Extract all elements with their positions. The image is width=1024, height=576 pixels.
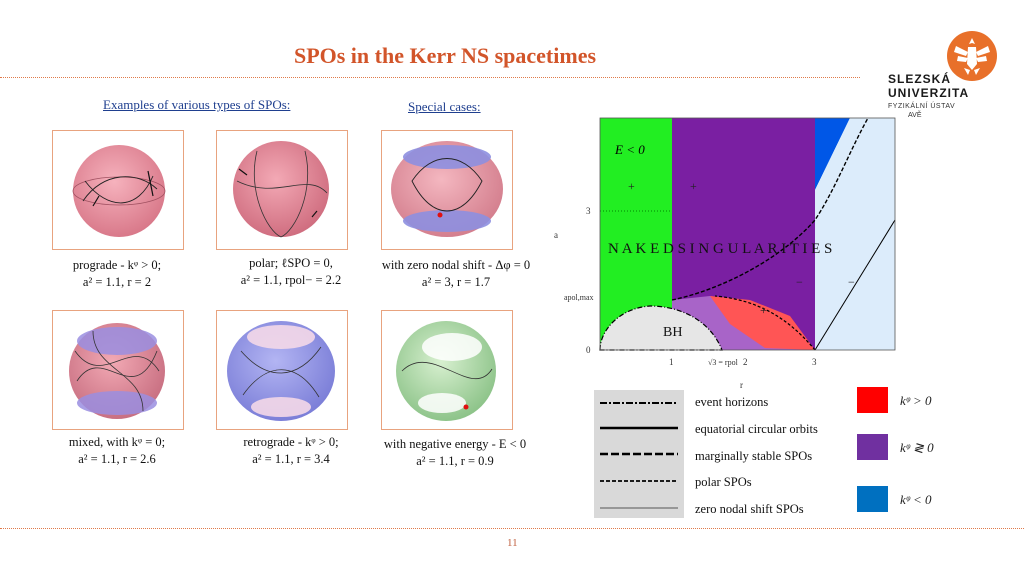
caption-mixed: mixed, with kᵠ = 0; a² = 1.1, r = 2.6 [42, 434, 192, 468]
logo-line4: AVĚ [908, 112, 922, 119]
figure-mixed [52, 310, 184, 430]
caption-polar-line1: polar; ℓSPO = 0, [249, 256, 333, 270]
e-less-zero-label: E < 0 [614, 142, 645, 157]
legend-label-polar: polar SPOs [695, 475, 752, 489]
y-tick-apol: apol,max [564, 293, 594, 302]
x-tick-1: 1 [669, 357, 674, 367]
caption-retrograde: retrograde - kᵠ > 0; a² = 1.1, r = 3.4 [206, 434, 376, 468]
phase-diagram-svg: E < 0 + + + − − N A K E D S I N G U L A … [554, 117, 896, 390]
color-legend-purple-label: kᵠ ≷ 0 [900, 440, 934, 455]
curve-red-border [714, 295, 816, 351]
legend-label-event-horizons: event horizons [695, 395, 769, 409]
line-legend-svg [600, 402, 678, 509]
bh-label: BH [663, 325, 682, 340]
sphere-orbit-prograde [72, 145, 166, 237]
caption-prograde-line2: a² = 1.1, r = 2 [82, 275, 152, 289]
legend-label-marginally-stable: marginally stable SPOs [695, 449, 813, 463]
figure-prograde [52, 130, 184, 250]
figure-polar [216, 130, 348, 250]
x-tick-2: 2 [743, 357, 748, 367]
sphere-orbit-zero-nodal [391, 141, 503, 237]
minus-mark-1: − [796, 275, 803, 289]
x-tick-sqrt3: √3 = rpol [708, 358, 739, 367]
plus-mark-2: + [690, 179, 697, 193]
sphere-orbit-negative-energy [396, 321, 496, 421]
caption-negative-energy-line1: with negative energy - E < 0 [383, 437, 527, 451]
figure-negative-energy [381, 310, 513, 430]
university-logo: SLEZSKÁ UNIVERZITA FYZIKÁLNÍ ÚSTAV AVĚ [888, 30, 1018, 120]
eagle-emblem-icon [947, 31, 997, 81]
minus-mark-2: − [848, 275, 855, 289]
region-lightblue [815, 118, 895, 350]
bh-region [599, 305, 723, 351]
slide-title: SPOs in the Kerr NS spacetimes [293, 43, 597, 68]
caption-retrograde-line1: retrograde - kᵠ > 0; [243, 435, 339, 449]
legend-label-equatorial: equatorial circular orbits [695, 422, 818, 436]
line-legend-box [594, 390, 684, 518]
special-cases-subhead: Special cases: [408, 99, 481, 114]
logo-line2: UNIVERZITA [888, 86, 970, 100]
caption-mixed-line1: mixed, with kᵠ = 0; [68, 435, 166, 449]
region-red [710, 296, 815, 350]
y-axis-label: a [554, 230, 558, 240]
title-divider [0, 77, 860, 78]
caption-polar-line2: a² = 1.1, rpol− = 2.2 [240, 273, 342, 287]
page-number: 11 [507, 537, 518, 549]
plot-frame [599, 117, 896, 351]
sphere-orbit-mixed [69, 323, 165, 419]
color-legend-blue-label: kᵠ < 0 [900, 492, 932, 507]
caption-negative-energy: with negative energy - E < 0 a² = 1.1, r… [352, 436, 558, 470]
caption-mixed-line2: a² = 1.1, r = 2.6 [78, 452, 156, 466]
x-tick-3: 3 [812, 357, 817, 367]
swatch-red [857, 387, 888, 413]
caption-zero-nodal: with zero nodal shift - Δφ = 0 a² = 3, r… [361, 257, 551, 291]
caption-zero-nodal-line1: with zero nodal shift - Δφ = 0 [381, 258, 531, 272]
caption-prograde-line1: prograde - kᵠ > 0; [72, 258, 162, 272]
x-axis-label: r [740, 380, 743, 390]
swatch-blue [857, 486, 888, 512]
naked-singularities-label: N A K E D S I N G U L A R I T I E S [608, 241, 832, 257]
caption-prograde: prograde - kᵠ > 0; a² = 1.1, r = 2 [42, 257, 192, 291]
legend-label-zero-nodal: zero nodal shift SPOs [695, 502, 804, 516]
curve-marginally-stable [671, 117, 869, 301]
figure-zero-nodal-shift [381, 130, 513, 250]
footer-divider [0, 528, 1024, 529]
caption-polar: polar; ℓSPO = 0, a² = 1.1, rpol− = 2.2 [206, 255, 376, 289]
sphere-orbit-retrograde [227, 321, 335, 421]
caption-zero-nodal-line2: a² = 3, r = 1.7 [421, 275, 491, 289]
plus-mark-1: + [628, 179, 635, 193]
color-legend-red-label: kᵠ > 0 [900, 393, 932, 408]
examples-subhead: Examples of various types of SPOs: [103, 97, 291, 112]
y-tick-3: 3 [586, 206, 591, 216]
figure-retrograde [216, 310, 348, 430]
logo-line1: SLEZSKÁ [888, 72, 952, 86]
sphere-orbit-polar [233, 141, 329, 238]
phase-diagram: E < 0 + + + − − N A K E D S I N G U L A … [550, 110, 900, 390]
caption-negative-energy-line2: a² = 1.1, r = 0.9 [416, 454, 494, 468]
swatch-purple [857, 434, 888, 460]
logo-line3: FYZIKÁLNÍ ÚSTAV [888, 103, 956, 110]
y-tick-0: 0 [586, 345, 591, 355]
caption-retrograde-line2: a² = 1.1, r = 3.4 [252, 452, 330, 466]
curve-polar [814, 219, 896, 351]
plus-mark-3: + [760, 303, 767, 317]
